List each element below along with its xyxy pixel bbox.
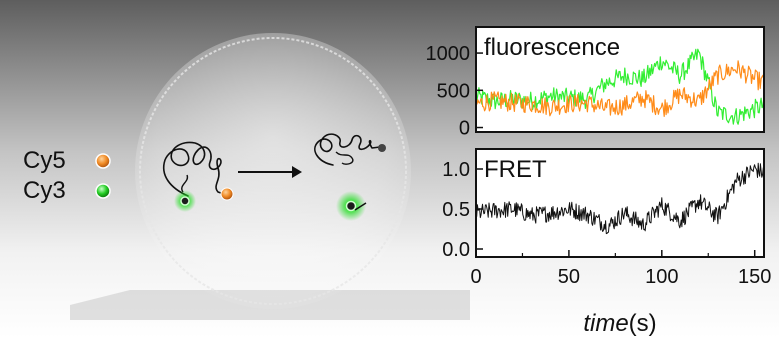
plot-area <box>476 149 764 257</box>
dye-legend: Cy5 Cy3 <box>23 147 111 204</box>
x-tick-label: 150 <box>738 266 771 288</box>
plot-frame <box>475 26 765 133</box>
quenched-cy5-icon <box>378 144 386 152</box>
x-axis-label-italic: time <box>583 310 628 337</box>
chart-annotation: fluorescence <box>484 34 620 61</box>
cy3-dye-icon <box>180 196 190 206</box>
cy3-marker-icon <box>95 183 111 199</box>
plot-frame <box>475 148 765 258</box>
cy5-dye-icon <box>220 187 234 201</box>
fret-chart: 0.0 0.5 1.0 0 50 100 150 FRET <box>442 148 771 288</box>
x-tick-label: 50 <box>558 266 580 288</box>
legend-label-cy3: Cy3 <box>23 177 66 204</box>
chart-annotation: FRET <box>484 156 547 183</box>
y-tick-label: 1.0 <box>442 159 470 181</box>
fluorescence-chart: 0 500 1000 fluorescence <box>426 26 765 140</box>
transition-arrow-icon <box>238 166 302 178</box>
x-tick-label: 0 <box>470 266 481 288</box>
legend-label-cy5: Cy5 <box>23 147 66 174</box>
y-tick-label: 0.5 <box>442 199 470 221</box>
cy3-dye-folded-icon <box>345 200 357 212</box>
series-cy5-line <box>476 60 764 117</box>
y-tick-label: 0 <box>459 118 470 140</box>
y-tick-label: 1000 <box>426 43 471 65</box>
series-trace-line <box>476 162 764 235</box>
y-tick-label: 0.0 <box>442 239 470 261</box>
unfolded-protein-illustration <box>163 141 234 212</box>
x-axis-label: time(s) <box>583 310 656 337</box>
plot-area <box>476 27 764 132</box>
folded-protein-illustration <box>314 133 386 221</box>
x-axis-label-unit: (s) <box>629 310 657 337</box>
cy5-marker-icon <box>95 153 111 169</box>
series-cy3-line <box>476 48 764 125</box>
x-tick-label: 100 <box>645 266 678 288</box>
sphere-rim <box>139 37 407 305</box>
y-tick-label: 500 <box>437 80 470 102</box>
